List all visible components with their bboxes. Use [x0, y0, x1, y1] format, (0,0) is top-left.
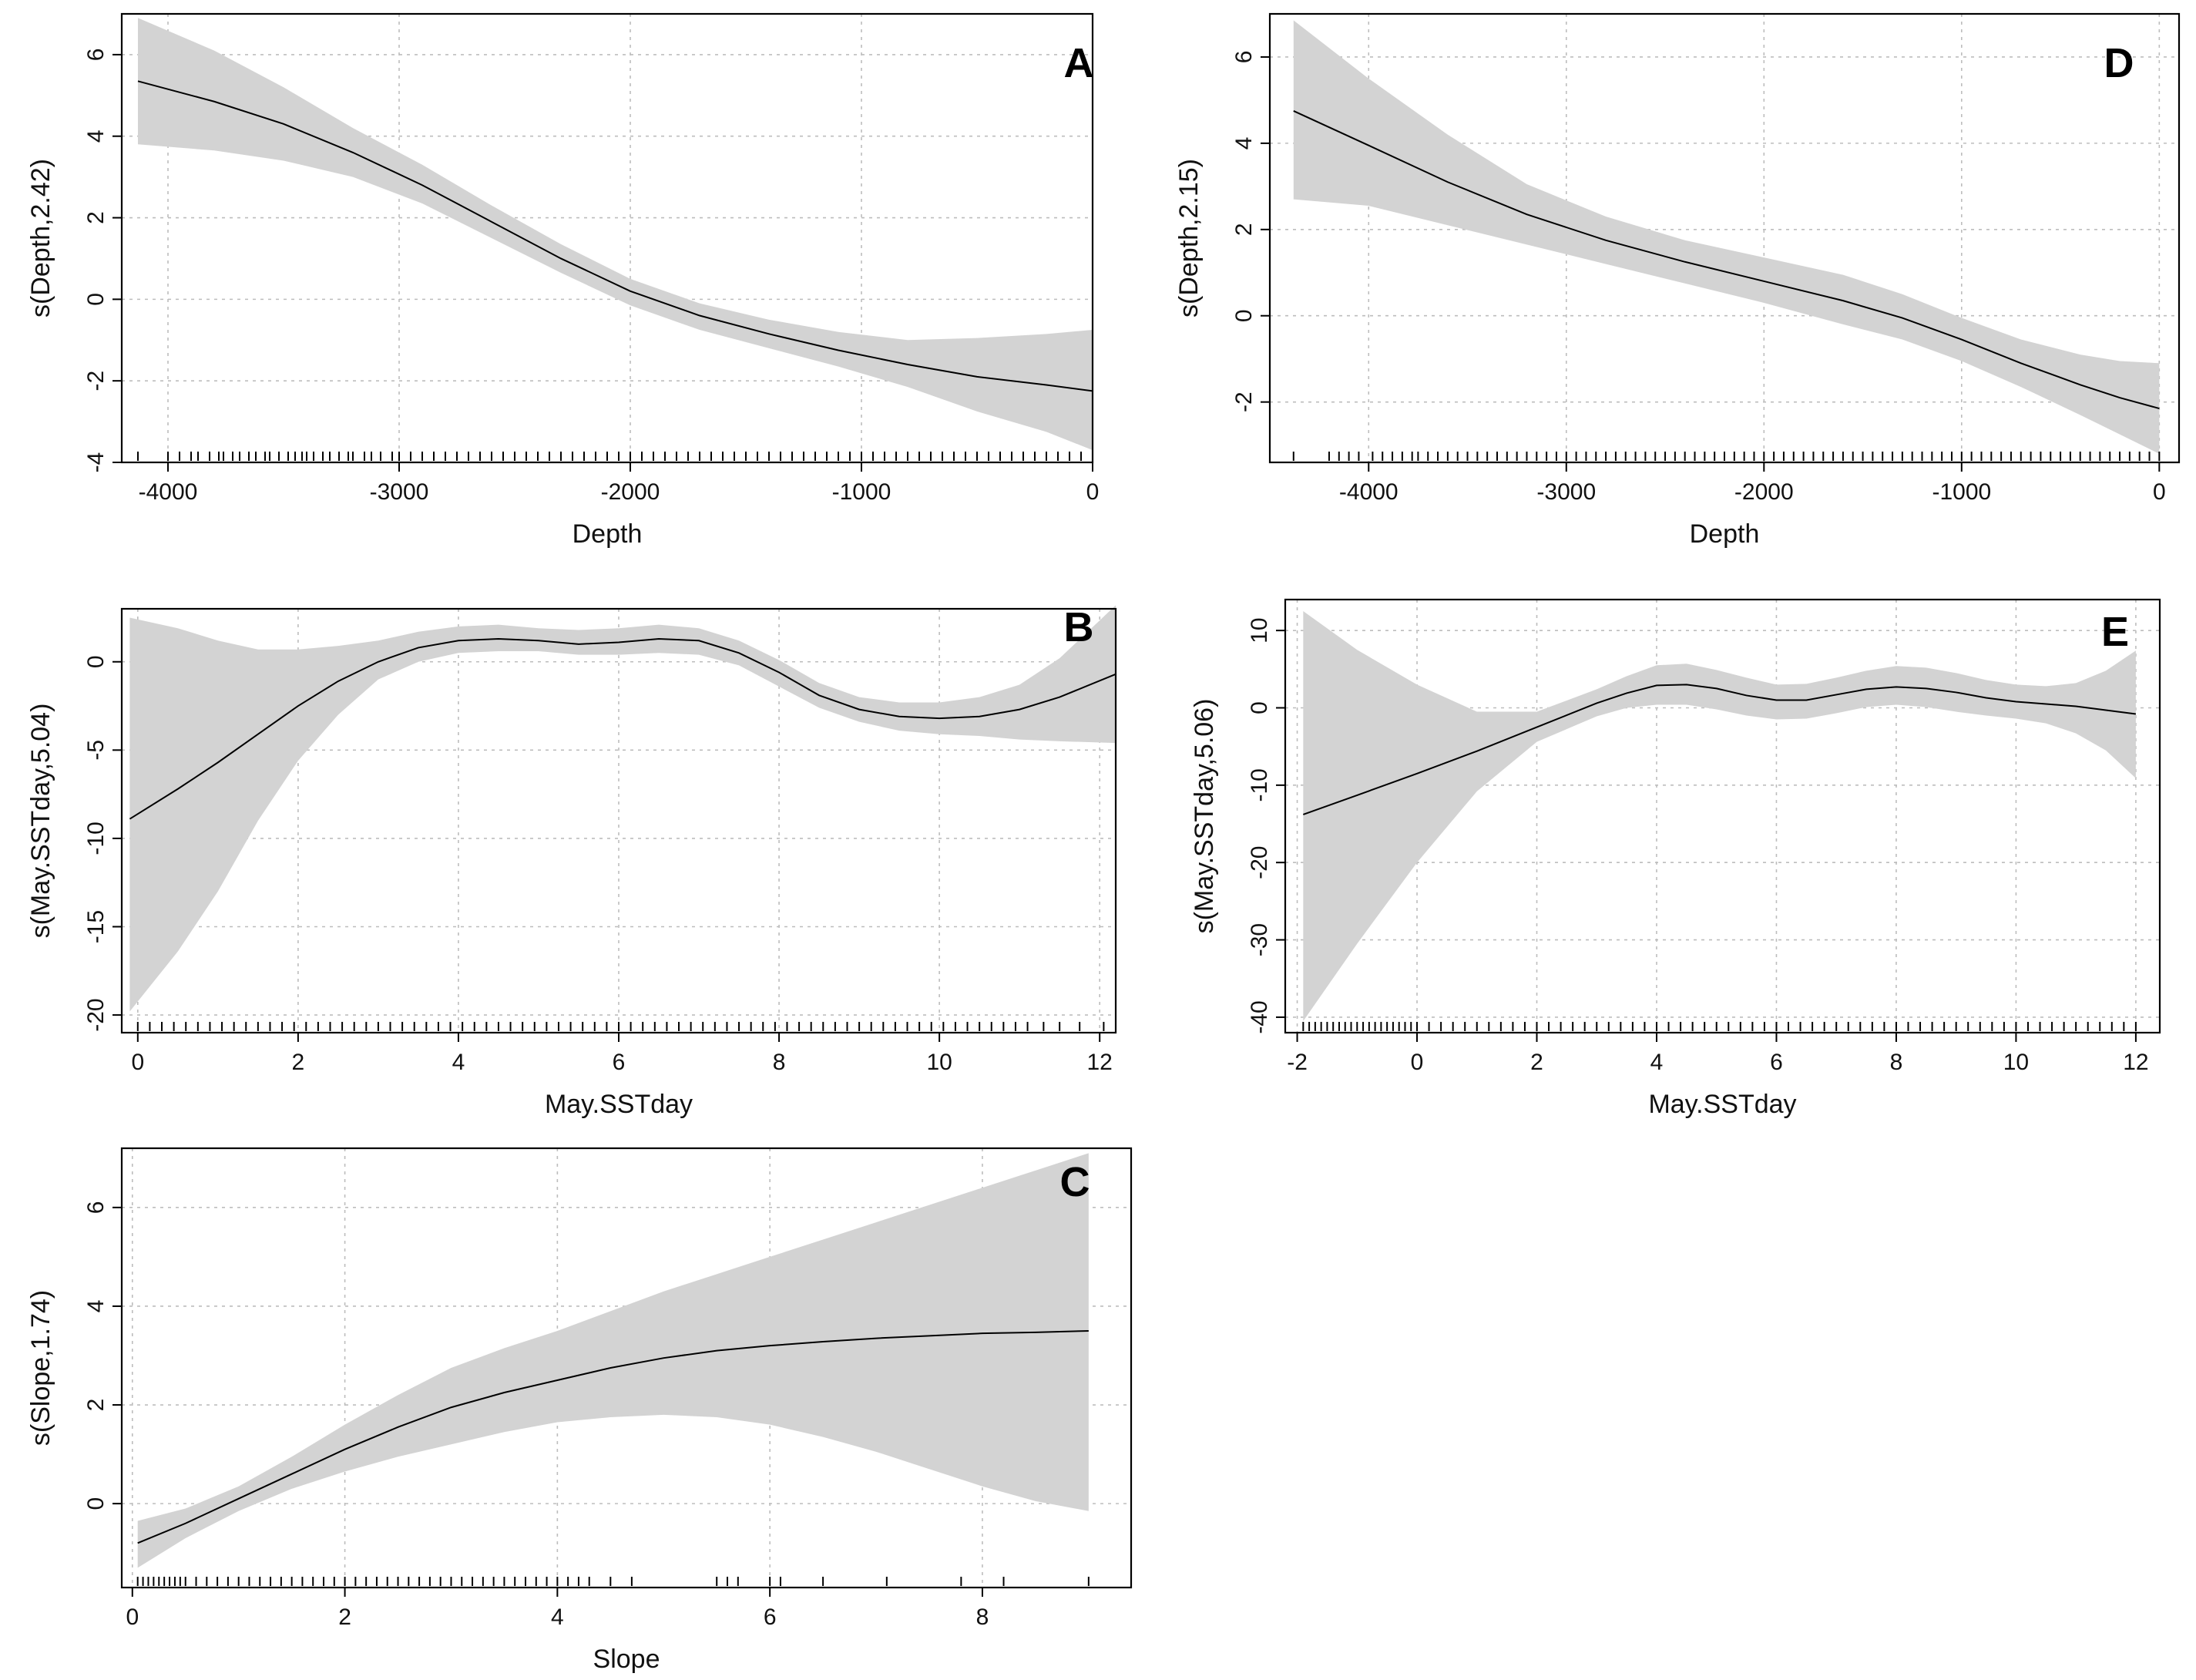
x-axis-title: Depth [1690, 519, 1760, 549]
y-tick-label: 4 [83, 129, 109, 143]
x-tick-label: -2 [1287, 1050, 1308, 1075]
x-axis-title: May.SSTday [545, 1090, 693, 1119]
x-tick-label: 4 [452, 1050, 465, 1075]
y-tick-label: -4 [83, 452, 109, 473]
x-tick-label: -4000 [1339, 479, 1399, 505]
y-axis-title: s(May.SSTday,5.04) [26, 704, 55, 939]
y-tick-label: 6 [83, 49, 109, 62]
confidence-band [138, 1153, 1089, 1567]
panel-a: -4000 -3000 -2000 -1000 0 -4 -2 0 2 4 6 Depth s(Dept… [26, 14, 1099, 549]
x-axis-title: Depth [573, 519, 643, 549]
x-tick-label: 2 [292, 1050, 305, 1075]
confidence-band [1303, 611, 2136, 1021]
y-tick-label: 2 [83, 1399, 109, 1412]
x-tick-label: -1000 [1932, 479, 1991, 505]
y-axis-title: s(Depth,2.42) [26, 159, 55, 318]
x-tick-label: 0 [1411, 1050, 1424, 1075]
y-tick-label: -20 [83, 998, 109, 1031]
panel-c: 0 2 4 6 8 0 2 4 6 Slope s(Slope,1.74) C [26, 1148, 1131, 1674]
y-axis-title: s(Slope,1.74) [26, 1290, 55, 1446]
x-tick-label: 6 [1770, 1050, 1783, 1075]
y-tick-label: 10 [1247, 617, 1272, 643]
y-tick-label: 4 [1231, 137, 1257, 150]
x-tick-label: 6 [764, 1604, 777, 1630]
x-tick-label: 0 [131, 1050, 144, 1075]
x-tick-label: 4 [1650, 1050, 1664, 1075]
y-tick-label: -10 [83, 822, 109, 855]
x-axis-title: Slope [593, 1645, 660, 1674]
confidence-band [129, 605, 1116, 1011]
y-tick-label: -2 [1231, 391, 1257, 412]
x-tick-label: -1000 [832, 479, 891, 505]
panel-letter: A [1064, 40, 1094, 86]
x-tick-label: 6 [613, 1050, 626, 1075]
y-axis-title: s(May.SSTday,5.06) [1190, 699, 1219, 934]
y-tick-label: -2 [83, 371, 109, 391]
y-tick-label: 0 [83, 1497, 109, 1510]
x-tick-label: 4 [551, 1604, 564, 1630]
y-tick-label: -15 [83, 910, 109, 943]
y-axis-title: s(Depth,2.15) [1174, 159, 1204, 318]
x-tick-label: 8 [1890, 1050, 1903, 1075]
x-tick-label: 8 [976, 1604, 989, 1630]
x-tick-label: -3000 [370, 479, 429, 505]
x-axis-title: May.SSTday [1648, 1090, 1796, 1119]
x-tick-label: 12 [2123, 1050, 2148, 1075]
x-tick-label: -2000 [601, 479, 660, 505]
panel-letter: D [2104, 40, 2134, 86]
y-tick-label: -40 [1247, 1000, 1272, 1033]
x-tick-label: 12 [1087, 1050, 1113, 1075]
gam-partial-effects-figure: -4000 -3000 -2000 -1000 0-4-20246Depths(Dept… [0, 0, 2196, 1680]
panel-e: -2 0 2 4 6 8 10 12-40-30-20-10010May.SSTdays(Ma… [1190, 600, 2160, 1119]
y-tick-label: -5 [83, 740, 109, 761]
y-tick-label: -30 [1247, 923, 1272, 956]
panel-b: 0 2 4 6 8 10 12 -20 -15 -10 -5 0 May.SSTday s(May.SST… [26, 604, 1116, 1119]
y-tick-label: 0 [83, 655, 109, 668]
x-tick-label: 10 [2003, 1050, 2029, 1075]
confidence-band [1294, 20, 2160, 453]
y-tick-label: 4 [83, 1300, 109, 1313]
panel-d: -4000 -3000 -2000 -1000 0 -2 0 2 4 6 Depth s(Depth,… [1174, 14, 2179, 549]
y-tick-label: -20 [1247, 846, 1272, 879]
panel-letter: E [2101, 609, 2129, 655]
x-tick-label: 2 [1530, 1050, 1543, 1075]
panel-letter: B [1064, 604, 1094, 650]
y-tick-label: 0 [1231, 309, 1257, 322]
x-tick-label: 0 [126, 1604, 139, 1630]
x-tick-label: 10 [926, 1050, 952, 1075]
x-tick-label: -4000 [139, 479, 198, 505]
x-tick-label: 8 [773, 1050, 786, 1075]
x-tick-label: -2000 [1734, 479, 1794, 505]
y-tick-label: -10 [1247, 768, 1272, 801]
y-tick-label: 6 [1231, 51, 1257, 64]
y-tick-label: 0 [1247, 701, 1272, 714]
y-tick-label: 0 [83, 293, 109, 306]
x-tick-label: 2 [338, 1604, 351, 1630]
y-tick-label: 2 [83, 211, 109, 224]
confidence-band [138, 18, 1093, 450]
x-tick-label: 0 [1086, 479, 1100, 505]
y-tick-label: 6 [83, 1201, 109, 1215]
panel-letter: C [1060, 1159, 1090, 1205]
x-tick-label: -3000 [1536, 479, 1596, 505]
y-tick-label: 2 [1231, 223, 1257, 236]
x-tick-label: 0 [2153, 479, 2166, 505]
